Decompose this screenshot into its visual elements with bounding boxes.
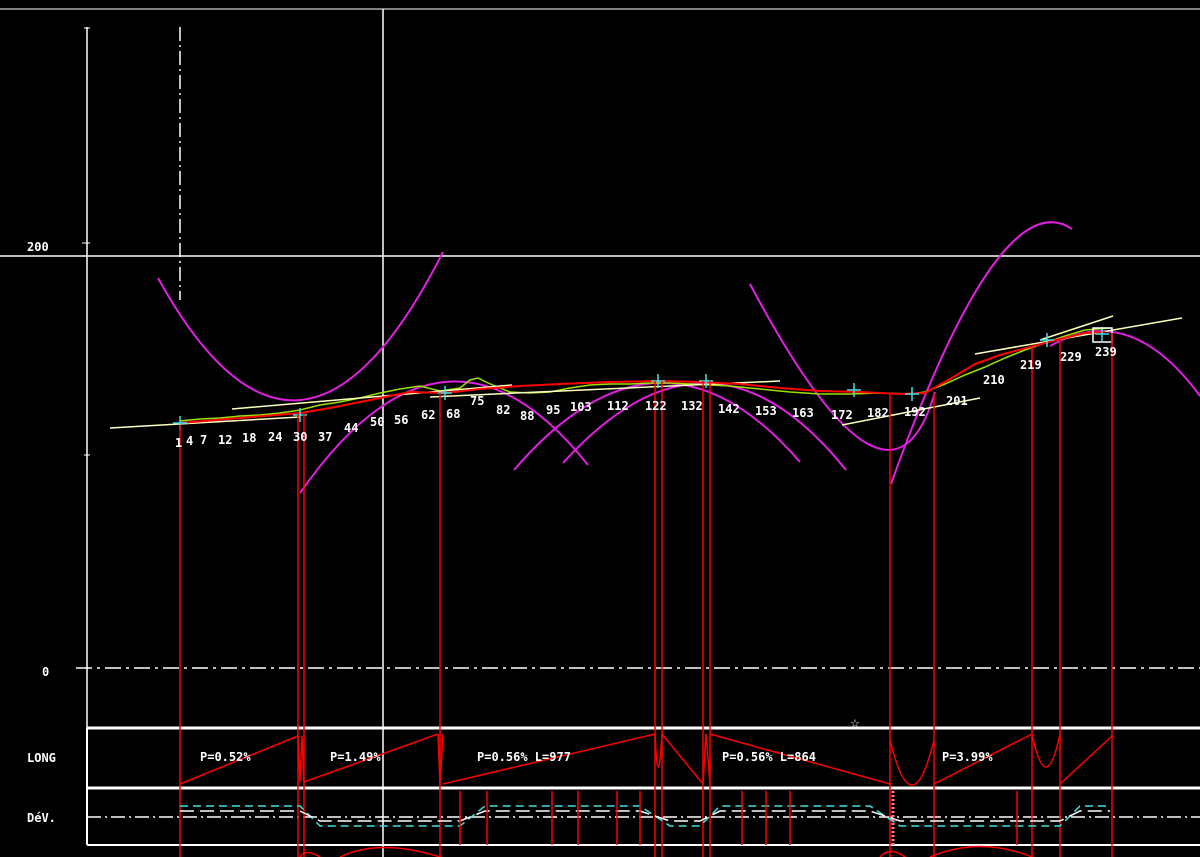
slope-label-1: P=0.52%	[200, 750, 251, 764]
station-label: 37	[318, 430, 332, 444]
station-label: 142	[718, 402, 740, 416]
terrain-line	[179, 327, 1111, 422]
station-label: 7	[200, 433, 207, 447]
tangent-lines	[109, 315, 1183, 429]
long-slope-4	[661, 733, 704, 785]
mark-6	[847, 383, 861, 397]
station-label: 219	[1020, 358, 1042, 372]
long-vc-3	[654, 733, 663, 768]
long-slope-2	[303, 733, 439, 783]
station-label: 82	[496, 403, 510, 417]
station-label: 1	[175, 436, 182, 450]
bottom-arc-4	[929, 845, 1033, 857]
tangent-1	[109, 416, 301, 429]
station-label: 62	[421, 408, 435, 422]
long-slope-1	[179, 735, 299, 785]
band-label-dev: DéV.	[27, 811, 56, 825]
slope-label-4: P=0.56% L=864	[722, 750, 816, 764]
tangent-5	[974, 317, 1183, 355]
bottom-arc-3	[879, 850, 906, 857]
dev-cyan-line	[180, 805, 1110, 827]
station-label: 88	[520, 409, 534, 423]
long-slope-5	[709, 733, 891, 785]
long-vc-1	[297, 735, 305, 783]
sag-curve-1	[157, 251, 444, 402]
y-label-200: 200	[27, 240, 49, 254]
station-label: 30	[293, 430, 307, 444]
station-label: 122	[645, 399, 667, 413]
long-vc-2	[437, 733, 444, 785]
long-slope-3	[442, 733, 656, 785]
slope-label-5: P=3.99%	[942, 750, 993, 764]
station-label: 95	[546, 403, 560, 417]
sag-curve-2	[749, 283, 936, 451]
tangent-6	[1039, 315, 1114, 341]
dev-band-diagram	[180, 791, 1110, 845]
band-label-long: LONG	[27, 751, 56, 765]
slope-label-3: P=0.56% L=977	[477, 750, 571, 764]
vertical-curves	[157, 221, 1200, 494]
station-label: 18	[242, 431, 256, 445]
station-label: 4	[186, 434, 193, 448]
mark-8	[1040, 333, 1054, 347]
station-label: 12	[218, 433, 232, 447]
long-vc-4	[702, 733, 711, 785]
station-labels: 1 4 7 12 18 24 30 37 44 50 56 62 68 75 8…	[175, 345, 1117, 450]
drop-lines	[179, 333, 1113, 857]
station-label: 239	[1095, 345, 1117, 359]
station-label: 103	[570, 400, 592, 414]
dev-red-ticks	[459, 791, 1018, 845]
station-label: 182	[867, 406, 889, 420]
station-label: 68	[446, 407, 460, 421]
long-band-diagram	[179, 733, 1113, 786]
slope-labels: P=0.52% P=1.49% P=0.56% L=977 P=0.56% L=…	[200, 750, 993, 764]
station-label: 210	[983, 373, 1005, 387]
station-label: 132	[681, 399, 703, 413]
station-label: 56	[394, 413, 408, 427]
mark-9	[1095, 327, 1109, 341]
station-label: 153	[755, 404, 777, 418]
design-profile	[179, 331, 1106, 424]
y-label-0: 0	[42, 665, 49, 679]
bottom-arc-1	[299, 851, 321, 857]
tangent-4	[841, 397, 981, 426]
station-label: 229	[1060, 350, 1082, 364]
long-vc-5	[889, 739, 935, 786]
station-label: 172	[831, 408, 853, 422]
tangent-2	[231, 384, 513, 410]
dev-white-line	[180, 810, 1110, 822]
station-label: 75	[470, 394, 484, 408]
long-vc-6	[1031, 733, 1061, 768]
mark-7	[905, 387, 919, 401]
slope-label-2: P=1.49%	[330, 750, 381, 764]
station-label: 24	[268, 430, 282, 444]
bottom-arc-2	[339, 846, 441, 857]
station-label: 112	[607, 399, 629, 413]
star-marker: ☆	[850, 717, 860, 730]
station-label: 163	[792, 406, 814, 420]
long-slope-7	[1059, 735, 1113, 785]
station-label: 201	[946, 394, 968, 408]
station-label: 50	[370, 415, 384, 429]
station-label: 192	[904, 405, 926, 419]
grid	[0, 8, 1200, 857]
long-slope-6	[933, 733, 1033, 785]
mark-5	[699, 374, 713, 388]
station-label: 44	[344, 421, 358, 435]
vertex-marks	[173, 327, 1113, 430]
bottom-arcs	[299, 845, 1033, 857]
crest-curve-1	[299, 380, 589, 494]
